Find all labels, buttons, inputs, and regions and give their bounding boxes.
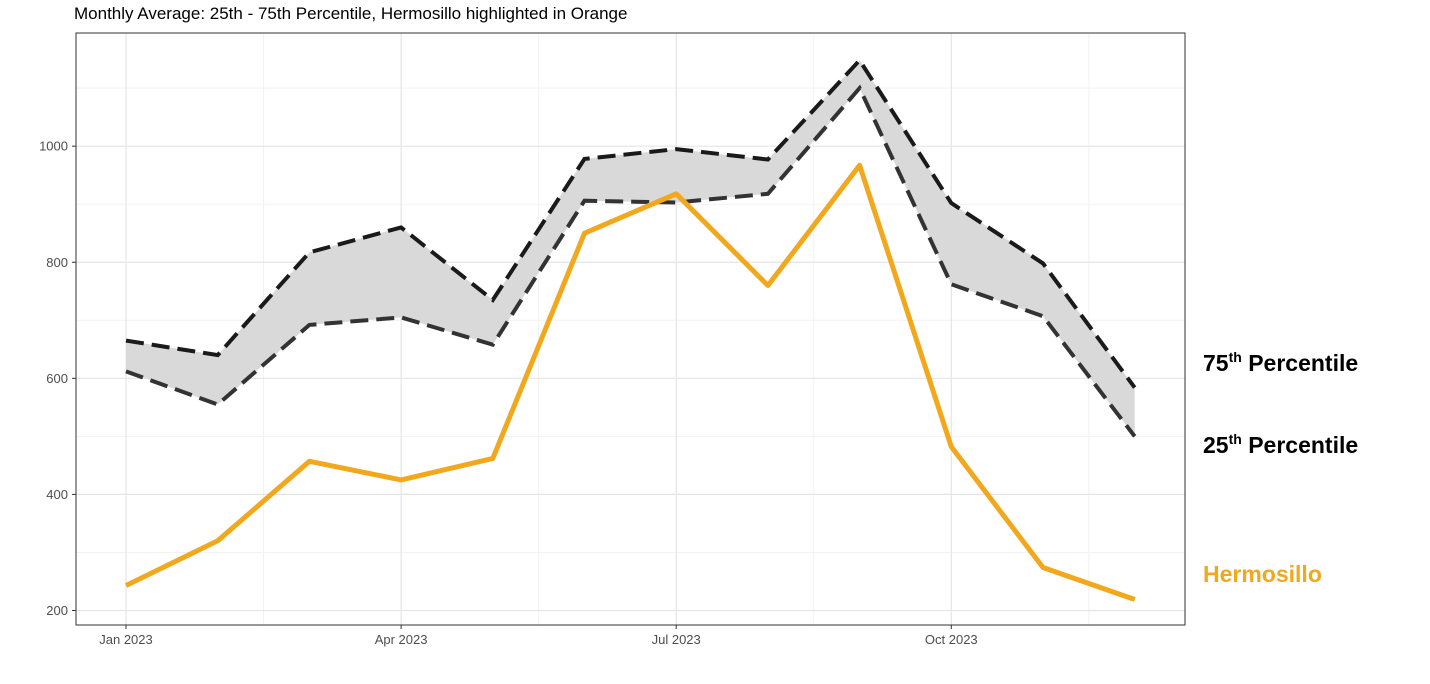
- p75-line: [125, 57, 1137, 389]
- label-75th-number: 75: [1203, 350, 1229, 376]
- y-tick-label: 800: [46, 255, 68, 270]
- label-25th-text: Percentile: [1242, 432, 1358, 458]
- label-75th-percentile: 75th Percentile: [1203, 349, 1358, 376]
- y-tick-label: 600: [46, 371, 68, 386]
- y-tick-label: 200: [46, 603, 68, 618]
- x-axis: Jan 2023 Apr 2023 Jul 2023 Oct 2023: [99, 625, 978, 647]
- label-hermosillo: Hermosillo: [1203, 561, 1322, 587]
- label-25th-percentile: 25th Percentile: [1203, 431, 1358, 458]
- chart-title: Monthly Average: 25th - 75th Percentile,…: [74, 4, 627, 23]
- x-tick-label: Apr 2023: [375, 632, 428, 647]
- label-75th-text: Percentile: [1242, 350, 1358, 376]
- y-tick-label: 400: [46, 487, 68, 502]
- y-tick-label: 1000: [39, 139, 68, 154]
- x-tick-label: Jan 2023: [99, 632, 153, 647]
- x-tick-label: Oct 2023: [925, 632, 978, 647]
- grid-major: [76, 33, 1185, 625]
- label-75th-sup: th: [1229, 349, 1242, 365]
- y-axis: 200 400 600 800 1000: [39, 139, 76, 618]
- p25-line: [125, 84, 1137, 438]
- plot-border: [75, 32, 1186, 626]
- x-tick-label: Jul 2023: [652, 632, 701, 647]
- label-25th-number: 25: [1203, 432, 1229, 458]
- hermosillo-line: [124, 162, 1136, 602]
- label-25th-sup: th: [1229, 431, 1242, 447]
